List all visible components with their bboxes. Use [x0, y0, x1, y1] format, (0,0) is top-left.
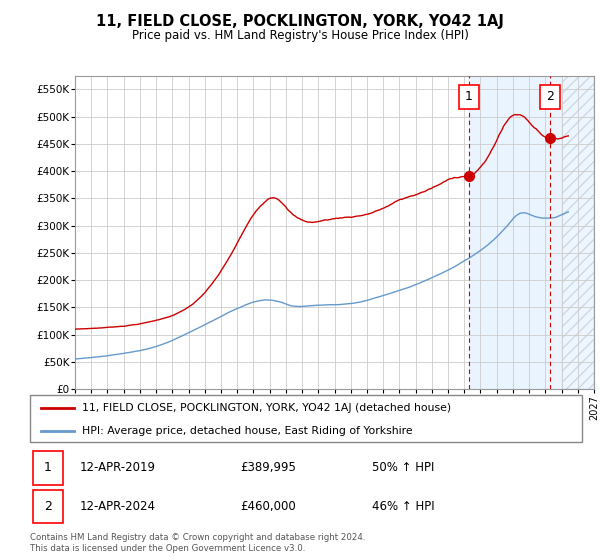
FancyBboxPatch shape: [459, 85, 479, 109]
Text: 50% ↑ HPI: 50% ↑ HPI: [372, 461, 434, 474]
Text: 1: 1: [44, 461, 52, 474]
Text: 1: 1: [465, 90, 473, 103]
FancyBboxPatch shape: [33, 489, 63, 523]
FancyBboxPatch shape: [30, 395, 582, 442]
Text: Price paid vs. HM Land Registry's House Price Index (HPI): Price paid vs. HM Land Registry's House …: [131, 29, 469, 42]
Text: 12-APR-2024: 12-APR-2024: [80, 500, 155, 513]
Bar: [562, 76, 594, 389]
Bar: [562, 76, 594, 389]
Text: 11, FIELD CLOSE, POCKLINGTON, YORK, YO42 1AJ: 11, FIELD CLOSE, POCKLINGTON, YORK, YO42…: [96, 14, 504, 29]
Text: £460,000: £460,000: [240, 500, 296, 513]
Text: 46% ↑ HPI: 46% ↑ HPI: [372, 500, 435, 513]
FancyBboxPatch shape: [540, 85, 560, 109]
Text: 2: 2: [44, 500, 52, 513]
Text: £389,995: £389,995: [240, 461, 296, 474]
Bar: [469, 76, 562, 389]
Text: HPI: Average price, detached house, East Riding of Yorkshire: HPI: Average price, detached house, East…: [82, 426, 413, 436]
Text: 11, FIELD CLOSE, POCKLINGTON, YORK, YO42 1AJ (detached house): 11, FIELD CLOSE, POCKLINGTON, YORK, YO42…: [82, 403, 452, 413]
FancyBboxPatch shape: [33, 451, 63, 484]
Text: 2: 2: [546, 90, 554, 103]
Text: 12-APR-2019: 12-APR-2019: [80, 461, 155, 474]
Text: Contains HM Land Registry data © Crown copyright and database right 2024.
This d: Contains HM Land Registry data © Crown c…: [30, 533, 365, 553]
